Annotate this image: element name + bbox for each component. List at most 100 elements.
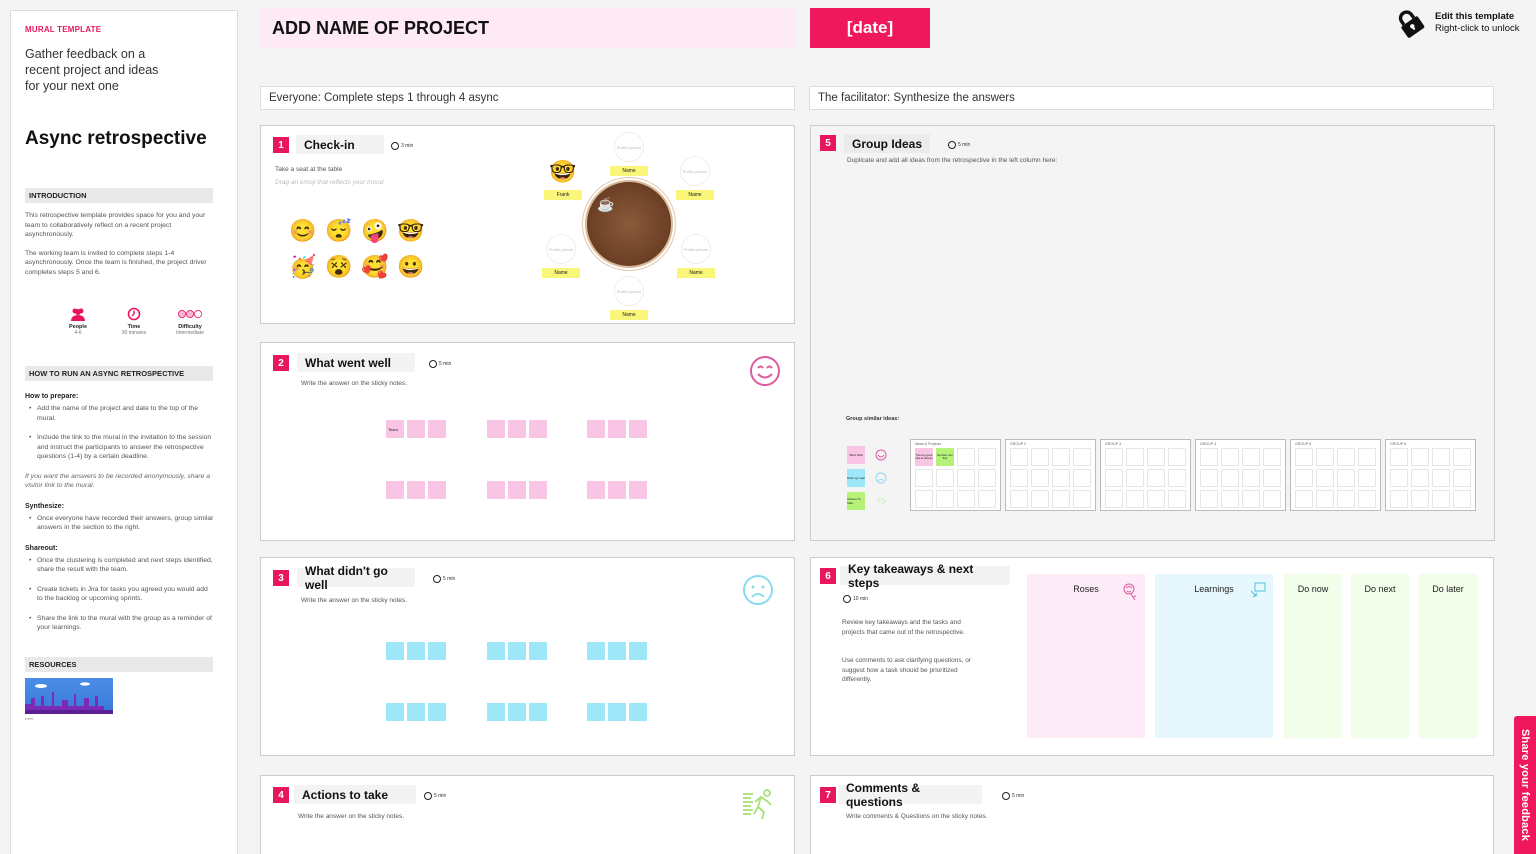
sticky-note[interactable] [407,642,425,660]
sticky-note[interactable] [529,642,547,660]
shareout-item: Create tickets in Jira for tasks you agr… [25,585,215,604]
resource-thumbnail[interactable] [25,677,113,714]
step-title: Key takeaways & next steps [840,562,1010,590]
emoji-grin[interactable]: 😀 [397,254,425,279]
sticky-note[interactable] [629,420,647,438]
prepare-item: Include the link to the mural in the inv… [25,433,215,462]
sticky-note[interactable] [386,481,404,499]
shareout-item: Share the link to the mural with the gro… [25,614,215,633]
sticky-note[interactable] [587,420,605,438]
sticky-group [587,481,647,499]
legend-didnt-go-well: Didn't go well [847,469,887,487]
stopwatch-icon [433,575,441,583]
sticky-note[interactable] [608,703,626,721]
stopwatch-icon [843,595,851,603]
coffee-cup-icon: ☕ [597,196,615,212]
sticky-note[interactable] [428,642,446,660]
column-do-next[interactable]: Do next [1351,574,1409,738]
group-box: GROUP 6 [1385,439,1476,511]
legend-went-well: Went Well [847,446,887,464]
sticky-note[interactable] [508,703,526,721]
step-1-checkin-panel: 1 Check-in 3 min Take a seat at the tabl… [260,125,795,324]
sticky-note[interactable] [508,481,526,499]
seat-top[interactable]: Profile picture Name [610,132,648,176]
sticky-note[interactable] [508,420,526,438]
sticky-note[interactable] [529,420,547,438]
column-learnings[interactable]: Learnings [1155,574,1273,738]
sticky-note[interactable] [608,642,626,660]
emoji-smile[interactable]: 😊 [289,218,317,243]
meta-time: Time 30 minutes [115,307,153,336]
seat-frank[interactable]: 🤓 Frank [544,156,582,200]
sticky-note[interactable] [587,642,605,660]
sticky-note[interactable] [629,481,647,499]
intro-text-1: This retrospective template provides spa… [25,212,206,238]
sticky-note[interactable] [529,703,547,721]
intro-text-2: The working team is invited to complete … [25,249,207,276]
sticky-note[interactable] [508,642,526,660]
step-5-group-ideas-panel: 5 Group Ideas 5 min Duplicate and add al… [810,125,1495,541]
column-do-now[interactable]: Do now [1284,574,1342,738]
sticky-note[interactable] [487,642,505,660]
seat-bottom-right[interactable]: Profile picture Name [677,234,715,278]
sticky-note[interactable] [407,420,425,438]
sticky-group [386,642,446,660]
sticky-note[interactable] [587,481,605,499]
groups-row: Ideas & Projects Theme a good idea to di… [910,439,1476,511]
sticky-note[interactable] [629,642,647,660]
step-title: What didn't go well [297,564,415,592]
group-box: GROUP 3 [1100,439,1191,511]
emoji-sleepy[interactable]: 😴 [325,218,353,243]
sticky-group [487,703,547,721]
sticky-group [487,642,547,660]
sticky-note[interactable] [608,481,626,499]
step-number: 5 [820,135,836,151]
sticky-note[interactable]: Team [386,420,404,438]
sticky-note[interactable] [487,420,505,438]
emoji-dizzy[interactable]: 😵 [325,254,353,279]
sticky-note[interactable] [487,481,505,499]
column-do-later[interactable]: Do later [1419,574,1477,738]
anon-note: If you want the answers to be recorded a… [25,472,211,490]
seat-bottom-left[interactable]: Profile picture Name [542,234,580,278]
stopwatch-icon [424,792,432,800]
step-title: Group Ideas [844,134,930,153]
project-name-field[interactable]: ADD NAME OF PROJECT [260,8,795,48]
unlock-template-hint[interactable]: Edit this template Right-click to unlock [1395,8,1519,38]
checkin-hint: Drag an emoji that reflects your mood [275,179,384,186]
prepare-heading: How to prepare: [25,393,79,400]
legend-stickies: Went Well Didn't go well Actions To Take [847,446,887,510]
seat-top-right[interactable]: Profile picture Name [676,156,714,200]
share-feedback-tab[interactable]: Share your feedback [1514,716,1536,854]
sticky-group [386,703,446,721]
happy-face-icon [875,449,887,461]
sticky-note[interactable] [529,481,547,499]
sticky-note[interactable] [487,703,505,721]
template-title: Async retrospective [25,128,207,149]
sticky-note[interactable] [608,420,626,438]
step-timer: 5 min [429,360,451,368]
sticky-note[interactable]: Theme a good idea to discuss [915,448,933,466]
sticky-note[interactable] [386,703,404,721]
sticky-note[interactable] [428,481,446,499]
sticky-note[interactable]: Decision new flow [936,448,954,466]
emoji-party[interactable]: 🥳 [289,254,317,279]
sticky-group [487,420,547,438]
sticky-note[interactable] [629,703,647,721]
seat-bottom[interactable]: Profile picture Name [610,276,648,320]
sticky-note[interactable] [587,703,605,721]
stopwatch-icon [391,142,399,150]
emoji-love[interactable]: 🥰 [361,254,389,279]
sticky-note[interactable] [428,420,446,438]
date-field[interactable]: [date] [810,8,930,48]
sticky-note[interactable] [386,642,404,660]
sticky-note[interactable] [428,703,446,721]
city-skyline-illustration [25,681,113,714]
step-number: 6 [820,568,836,584]
emoji-zany[interactable]: 🤪 [361,218,389,243]
sticky-note[interactable] [407,481,425,499]
step-2-went-well-panel: 2 What went well 5 min Write the answer … [260,342,795,541]
column-roses[interactable]: Roses [1027,574,1145,738]
emoji-nerd[interactable]: 🤓 [397,218,425,243]
sticky-note[interactable] [407,703,425,721]
